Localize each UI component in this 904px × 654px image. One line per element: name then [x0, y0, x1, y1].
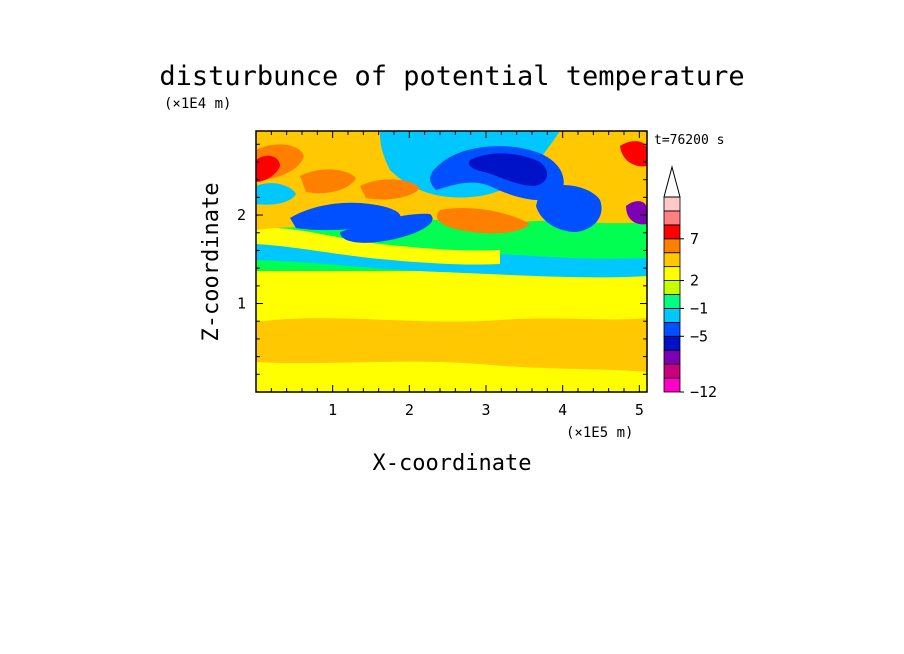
- x-unit-label: (×1E5 m): [566, 425, 633, 441]
- colorbar-level-label: 7: [690, 230, 699, 248]
- colorbar-extend-arrow: [663, 165, 681, 198]
- colorbar-swatch: [663, 280, 681, 295]
- field-red-core-left: [256, 155, 280, 182]
- field-blue-streak-2: [340, 213, 433, 243]
- field-cyan-left-edge: [256, 183, 296, 205]
- colorbar-swatch: [663, 335, 681, 351]
- time-label: t=76200 s: [654, 133, 724, 148]
- colorbar-level-label: −12: [690, 383, 717, 401]
- colorbar-swatch: [663, 238, 681, 254]
- x-tick-label: 5: [635, 401, 644, 419]
- field-warm-streak-2: [300, 169, 356, 194]
- colorbar-swatch: [663, 294, 681, 309]
- x-axis-ticks: 1 2 3 4 5: [270, 131, 644, 419]
- plot-frame: [255, 130, 648, 393]
- y-unit-label: (×1E4 m): [164, 96, 231, 112]
- colorbar-swatch: [663, 363, 681, 379]
- x-tick-label: 1: [328, 401, 337, 419]
- colorbar-swatch: [663, 252, 681, 268]
- field-warm-core: [256, 318, 647, 372]
- y-axis-label: Z-coordinate: [199, 183, 224, 342]
- colorbar-swatch: [663, 266, 681, 281]
- colorbar-swatch: [663, 321, 681, 337]
- y-tick-label: 1: [237, 295, 246, 313]
- colorbar-swatch: [663, 377, 681, 393]
- colorbar-swatch: [663, 308, 681, 323]
- x-tick-label: 2: [405, 401, 414, 419]
- field-blue-ring-right: [536, 185, 602, 232]
- field-blue-core-top: [468, 153, 548, 186]
- y-axis-ticks: 12: [237, 143, 647, 375]
- x-axis-label: X-coordinate: [373, 451, 532, 476]
- colorbar-level-label: 2: [690, 272, 699, 290]
- chart-title: disturbunce of potential temperature: [159, 61, 744, 92]
- field-purple-core-right: [626, 201, 647, 225]
- colorbar-swatch: [663, 349, 681, 365]
- colorbar-swatch: [663, 196, 681, 212]
- field-warm-streak-4: [436, 207, 530, 234]
- x-tick-label: 3: [481, 401, 490, 419]
- y-tick-label: 2: [237, 206, 246, 224]
- colorbar: −12−5−127: [663, 165, 717, 401]
- x-tick-label: 4: [558, 401, 567, 419]
- colorbar-swatch: [663, 210, 681, 226]
- field-yellow-band-upper: [256, 227, 500, 265]
- field-warm-streak-3: [360, 179, 420, 200]
- colorbar-swatch: [663, 224, 681, 240]
- contour-field: [256, 131, 647, 392]
- colorbar-level-label: −1: [690, 299, 708, 317]
- field-red-core-right: [620, 141, 647, 167]
- colorbar-level-label: −5: [690, 327, 708, 345]
